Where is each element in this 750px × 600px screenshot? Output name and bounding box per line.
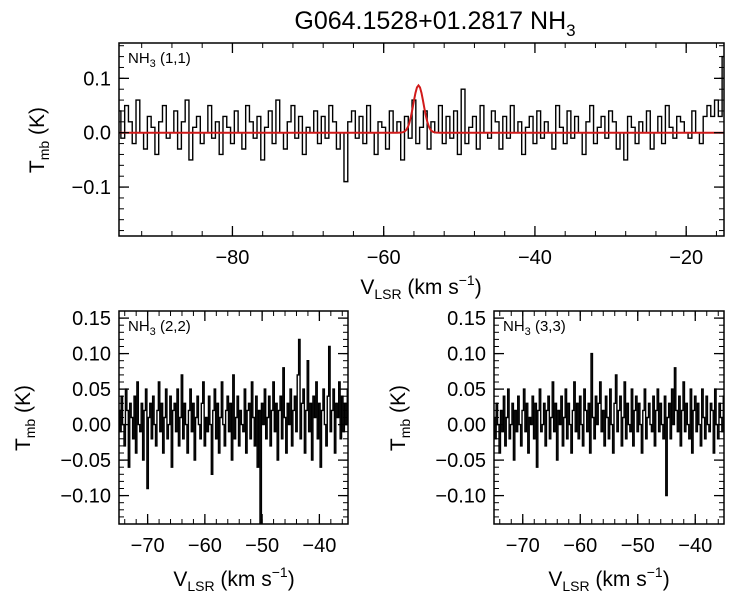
panel-label-subscript: 3 xyxy=(525,326,531,338)
panel-nh3-22: −70 −60 −50 −40 0.15 0.10 0.05 0.00 −0.05 −0.10 NH… xyxy=(12,308,349,594)
y-tick-label: 0.00 xyxy=(72,415,111,437)
x-axis-title-subscript: LSR xyxy=(374,286,401,302)
y-axis-title-tail: (K) xyxy=(387,385,410,419)
x-axis-title-superscript: −1 xyxy=(459,272,475,288)
x-tick-label: −60 xyxy=(367,247,401,269)
x-axis-title-superscript: −1 xyxy=(647,564,663,580)
y-tick-label: 0.05 xyxy=(447,379,486,401)
plot-frame xyxy=(118,42,725,237)
y-tick-label: 0.15 xyxy=(72,308,111,330)
x-tick-label: −70 xyxy=(131,535,165,557)
y-axis-title-main: T xyxy=(387,438,410,451)
y-axis-title: Tmb (K) xyxy=(26,107,52,173)
x-tick-label: −50 xyxy=(621,535,655,557)
title-text: G064.1528+01.2817 NH xyxy=(294,7,566,35)
y-axis-title: Tmb (K) xyxy=(12,385,38,451)
x-tick-label: −60 xyxy=(563,535,597,557)
x-tick-label: −80 xyxy=(215,247,249,269)
panel-nh3-33: −70 −60 −50 −40 0.15 0.10 0.05 0.00 −0.05 −0.10 NH… xyxy=(387,308,725,594)
x-tick-label: −50 xyxy=(245,535,279,557)
x-tick-label: −60 xyxy=(188,535,222,557)
x-axis-title-main: V xyxy=(173,568,187,591)
y-axis-title-main: T xyxy=(26,160,49,173)
panel-label-tail: (1,1) xyxy=(156,50,191,67)
plot-frame xyxy=(493,310,725,525)
panel-label-tail: (3,3) xyxy=(531,318,566,335)
y-tick-label: 0.0 xyxy=(83,123,111,145)
x-axis-title-close: ) xyxy=(663,568,670,591)
panel-label: NH3 (3,3) xyxy=(503,318,566,338)
y-tick-label: 0.10 xyxy=(447,344,486,366)
x-axis-title-tail: (km s xyxy=(402,276,459,299)
x-axis-title: VLSR (km s−1) xyxy=(173,564,294,594)
series-spectrum xyxy=(119,338,348,524)
series-spectrum xyxy=(119,55,724,183)
y-axis-title-tail: (K) xyxy=(12,385,35,419)
x-axis-title: VLSR (km s−1) xyxy=(360,272,481,302)
y-axis-title-tail: (K) xyxy=(26,107,49,141)
y-tick-label: 0.15 xyxy=(447,308,486,330)
panel-label-main: NH xyxy=(128,318,150,335)
x-tick-label: −40 xyxy=(302,535,336,557)
y-axis-title: Tmb (K) xyxy=(387,385,413,451)
panel-label: NH3 (2,2) xyxy=(128,318,191,338)
y-axis-title-subscript: mb xyxy=(22,419,38,439)
y-tick-label: −0.10 xyxy=(60,486,111,508)
y-tick-label: 0.05 xyxy=(72,379,111,401)
y-tick-label: 0.1 xyxy=(83,68,111,90)
x-axis-title-subscript: LSR xyxy=(187,578,214,594)
x-tick-label: −70 xyxy=(506,535,540,557)
x-tick-label: −40 xyxy=(678,535,712,557)
x-axis-title-tail: (km s xyxy=(215,568,272,591)
y-tick-label: 0.10 xyxy=(72,344,111,366)
plot-frame xyxy=(118,310,349,525)
x-axis-title-subscript: LSR xyxy=(562,578,589,594)
x-axis-title-superscript: −1 xyxy=(272,564,288,580)
panel-label-main: NH xyxy=(503,318,525,335)
y-axis-title-subscript: mb xyxy=(36,141,52,161)
x-tick-label: −40 xyxy=(518,247,552,269)
x-axis-title: VLSR (km s−1) xyxy=(548,564,669,594)
y-tick-label: 0.00 xyxy=(447,415,486,437)
x-axis-title-main: V xyxy=(548,568,562,591)
y-tick-label: −0.1 xyxy=(72,177,111,199)
series-spectrum xyxy=(494,352,724,497)
panel-label-subscript: 3 xyxy=(150,326,156,338)
y-tick-label: −0.10 xyxy=(435,486,486,508)
y-tick-label: −0.05 xyxy=(60,450,111,472)
panel-label: NH3 (1,1) xyxy=(128,50,191,70)
x-axis-title-main: V xyxy=(360,276,374,299)
panel-label-main: NH xyxy=(128,50,150,67)
y-axis-title-main: T xyxy=(12,438,35,451)
figure-title: G064.1528+01.2817 NH3 xyxy=(294,7,575,40)
x-axis-title-close: ) xyxy=(288,568,295,591)
y-axis-title-subscript: mb xyxy=(397,419,413,439)
title-subscript: 3 xyxy=(566,21,575,40)
x-tick-label: −20 xyxy=(669,247,703,269)
panel-nh3-11: −80 −60 −40 −20 0.1 0.0 −0.1 NH3 (1,1) VLSR (km … xyxy=(26,42,725,302)
y-tick-label: −0.05 xyxy=(435,450,486,472)
x-axis-title-close: ) xyxy=(475,276,482,299)
panel-label-tail: (2,2) xyxy=(156,318,191,335)
panel-label-subscript: 3 xyxy=(150,58,156,70)
x-axis-title-tail: (km s xyxy=(590,568,647,591)
series-gaussian-fit xyxy=(119,83,724,134)
